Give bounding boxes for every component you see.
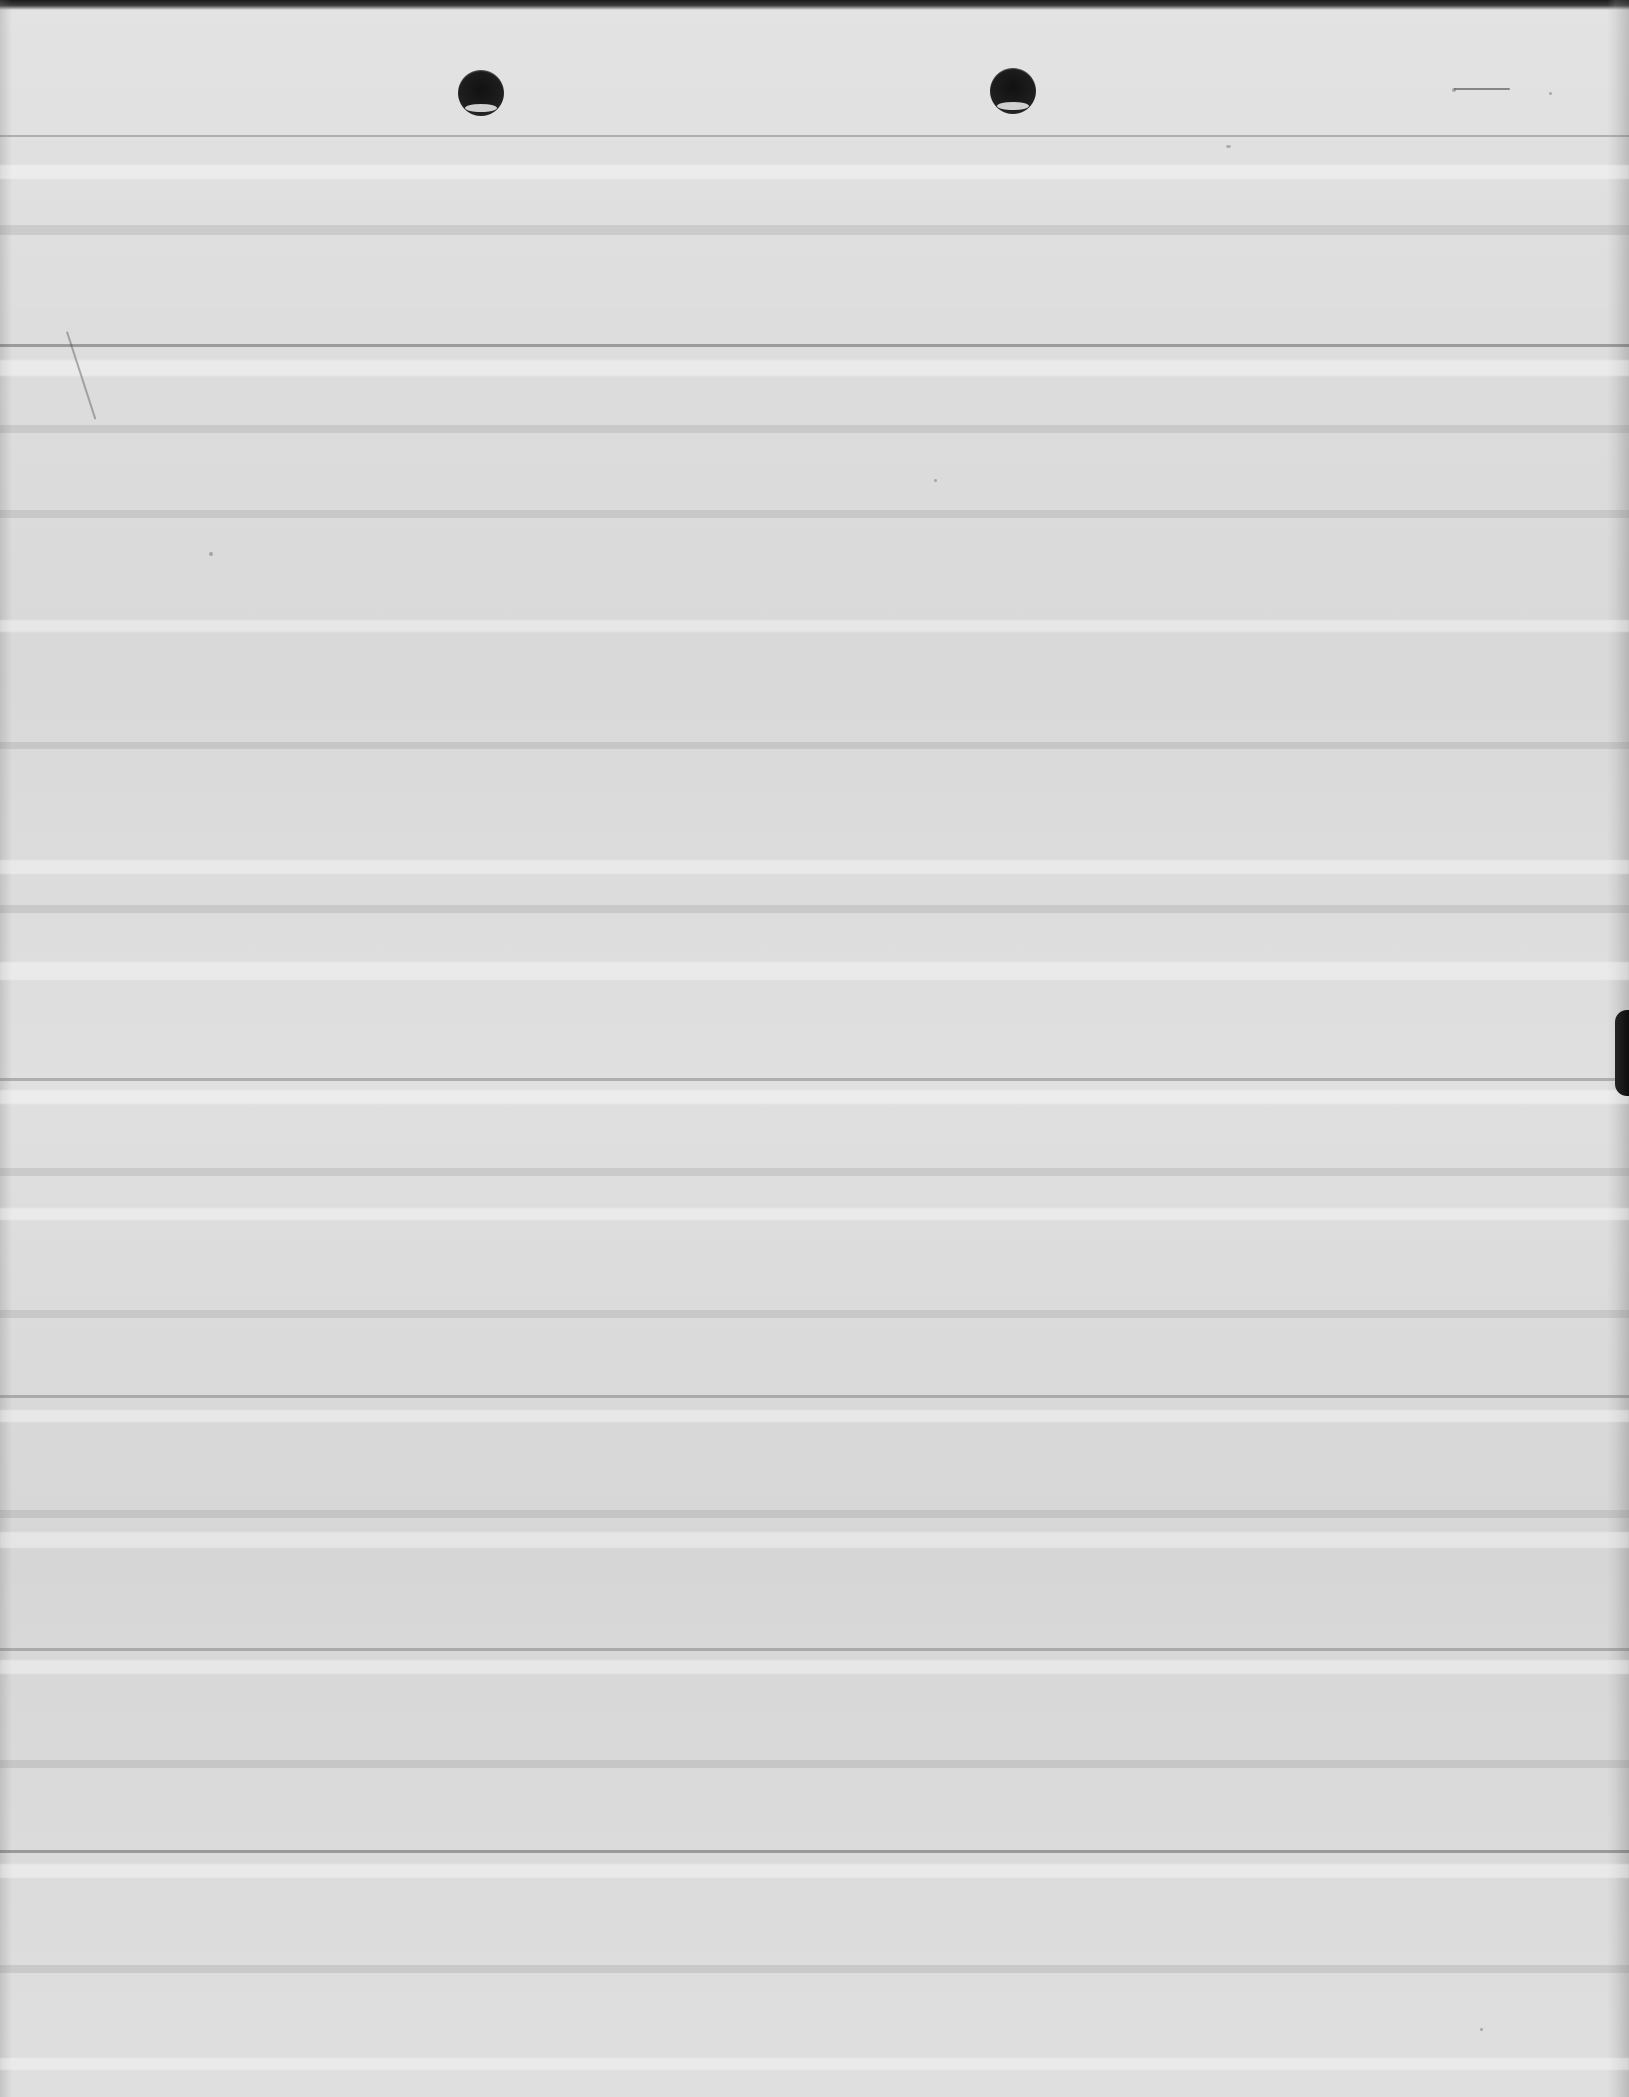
ruled-line-4 — [0, 1395, 1629, 1398]
dark-band-7 — [0, 1310, 1629, 1318]
light-band-11 — [0, 1864, 1629, 1878]
left-paper-edge — [0, 0, 12, 2097]
paper-speck-1 — [1226, 145, 1231, 148]
top-right-stroke — [1454, 88, 1510, 90]
dark-band-8 — [0, 1510, 1629, 1518]
light-band-9 — [0, 1532, 1629, 1548]
light-band-3 — [0, 620, 1629, 632]
dark-band-3 — [0, 510, 1629, 518]
light-band-2 — [0, 360, 1629, 376]
light-band-4 — [0, 860, 1629, 874]
dark-band-2 — [0, 425, 1629, 433]
paper-speck-5 — [934, 479, 937, 482]
light-band-1 — [0, 165, 1629, 179]
light-band-6 — [0, 1090, 1629, 1104]
dark-band-6 — [0, 1168, 1629, 1176]
paper-speck-4 — [209, 552, 213, 556]
light-band-12 — [0, 2058, 1629, 2070]
ruled-line-1 — [0, 135, 1629, 137]
right-edge-clip-shadow — [1615, 1010, 1629, 1096]
light-band-8 — [0, 1410, 1629, 1422]
dark-band-10 — [0, 1965, 1629, 1973]
punch-hole-right — [990, 68, 1036, 114]
dark-band-1 — [0, 225, 1629, 235]
ruled-line-6 — [0, 1850, 1629, 1853]
paper-scratch — [66, 331, 97, 420]
dark-band-4 — [0, 742, 1629, 749]
light-band-7 — [0, 1208, 1629, 1220]
dark-band-5 — [0, 905, 1629, 913]
light-band-10 — [0, 1660, 1629, 1674]
dark-band-9 — [0, 1760, 1629, 1768]
paper-speck-3 — [1549, 92, 1552, 95]
punch-hole-left — [458, 70, 504, 116]
top-shadow-edge — [0, 0, 1629, 10]
paper-speck-6 — [1480, 2028, 1483, 2031]
ruled-line-5 — [0, 1648, 1629, 1651]
ruled-line-3 — [0, 1078, 1629, 1081]
paper-speck-2 — [1452, 88, 1456, 92]
light-band-5 — [0, 962, 1629, 980]
ruled-line-2 — [0, 344, 1629, 347]
